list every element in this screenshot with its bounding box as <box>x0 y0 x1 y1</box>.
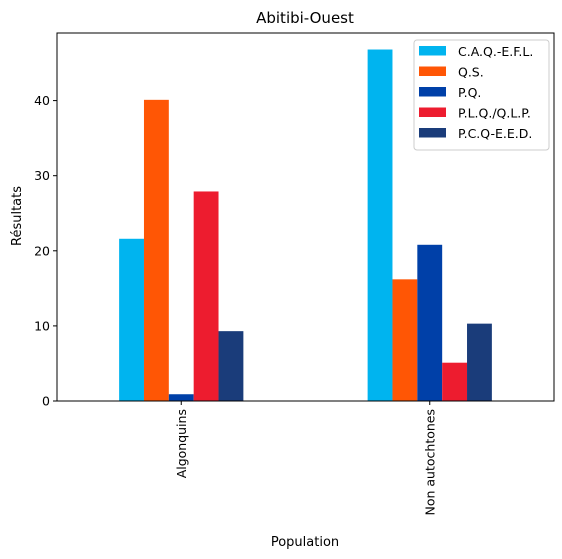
bars <box>119 49 492 401</box>
bar-2-2 <box>392 279 418 401</box>
x-tick-label: Algonquins <box>174 409 189 478</box>
legend-label: P.L.Q./Q.L.P. <box>458 106 531 121</box>
bar-3-1 <box>168 394 194 401</box>
legend: C.A.Q.-E.F.L. Q.S. P.Q. P.L.Q./Q.L.P. P.C.Q-… <box>413 39 550 151</box>
legend-swatch <box>419 46 446 56</box>
legend-swatch <box>419 128 446 138</box>
plot-frame <box>56 32 555 402</box>
bar-1-2 <box>367 49 393 401</box>
y-axis: 0 10 20 30 40 <box>34 93 57 409</box>
x-tick-label: Non autochtones <box>422 409 437 516</box>
legend-label: Q.S. <box>458 65 484 80</box>
bar-5-1 <box>218 331 244 401</box>
bar-4-2 <box>442 362 468 401</box>
legend-box <box>413 39 550 151</box>
legend-label: C.A.Q.-E.F.L. <box>458 44 533 59</box>
y-tick-label: 0 <box>42 394 50 409</box>
y-tick-label: 30 <box>34 168 50 183</box>
x-axis: Algonquins Non autochtones <box>174 401 437 516</box>
x-axis-title: Population <box>271 535 339 550</box>
y-tick-label: 20 <box>34 243 50 258</box>
chart-title: Abitibi-Ouest <box>256 9 354 27</box>
bar-3-2 <box>417 244 443 401</box>
y-tick-label: 10 <box>34 318 50 333</box>
legend-label: P.Q. <box>458 85 481 100</box>
legend-swatch <box>419 107 446 117</box>
bar-4-1 <box>193 191 219 401</box>
legend-swatch <box>419 87 446 97</box>
legend-swatch <box>419 66 446 76</box>
y-axis-title: Résultats <box>10 186 25 246</box>
y-tick-label: 40 <box>34 93 50 108</box>
bar-5-2 <box>467 323 492 401</box>
legend-label: P.C.Q-E.E.D. <box>458 126 532 141</box>
bar-2-1 <box>143 99 169 401</box>
bar-1-1 <box>119 238 144 401</box>
